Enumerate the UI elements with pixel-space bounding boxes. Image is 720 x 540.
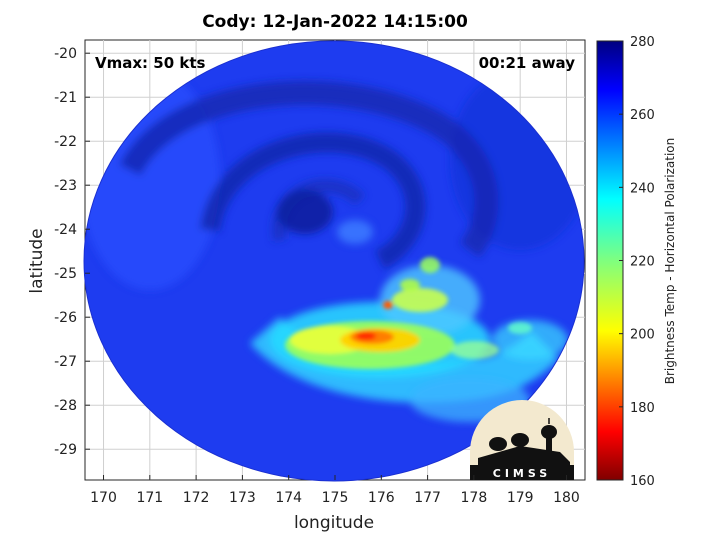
x-tick-label: 176 [368,490,395,506]
time-away-annotation: 00:21 away [479,54,576,72]
colorbar-tick-label: 260 [630,108,655,123]
colorbar-tick-label: 180 [630,401,655,416]
y-tick-label: -23 [54,178,77,194]
x-tick-label: 171 [136,490,163,506]
colorbar-tick-label: 200 [630,328,655,343]
x-tick-label: 174 [275,490,302,506]
y-tick-label: -20 [54,46,77,62]
x-axis: 170 171 172 173 174 175 176 177 178 179 180 [90,475,580,506]
y-tick-label: -29 [54,442,77,458]
colorbar-label: Brightness Temp - Horizontal Polarizatio… [663,138,677,385]
y-tick-label: -24 [54,222,77,238]
y-tick-label: -22 [54,134,77,150]
colorbar-tick-label: 240 [630,181,655,196]
y-tick-label: -21 [54,90,77,106]
x-tick-label: 170 [90,490,117,506]
colorbar-tick-label: 220 [630,255,655,270]
vmax-annotation: Vmax: 50 kts [95,54,205,72]
y-tick-label: -27 [54,354,77,370]
colorbar-tick-label: 280 [630,35,655,50]
x-tick-label: 180 [553,490,580,506]
logo-text: CIMSS [493,467,551,480]
x-tick-label: 179 [507,490,534,506]
y-tick-label: -26 [54,310,77,326]
x-tick-label: 177 [414,490,441,506]
y-axis-label: latitude [27,228,47,293]
colorbar-ticks: 280 260 240 220 200 180 160 [619,35,655,489]
y-axis: -20 -21 -22 -23 -24 -25 -26 -27 -28 -29 [54,46,90,458]
chart-title: Cody: 12-Jan-2022 14:15:00 [202,12,468,32]
x-axis-label: longitude [294,513,374,533]
x-tick-label: 172 [183,490,210,506]
x-tick-label: 178 [461,490,488,506]
scan-disk-edge [83,40,585,482]
colorbar [596,40,624,481]
cimss-logo: CIMSS [470,400,574,480]
colorbar-tick-label: 160 [630,474,655,489]
y-tick-label: -25 [54,266,77,282]
x-tick-label: 175 [322,490,349,506]
y-tick-label: -28 [54,398,77,414]
x-tick-label: 173 [229,490,256,506]
